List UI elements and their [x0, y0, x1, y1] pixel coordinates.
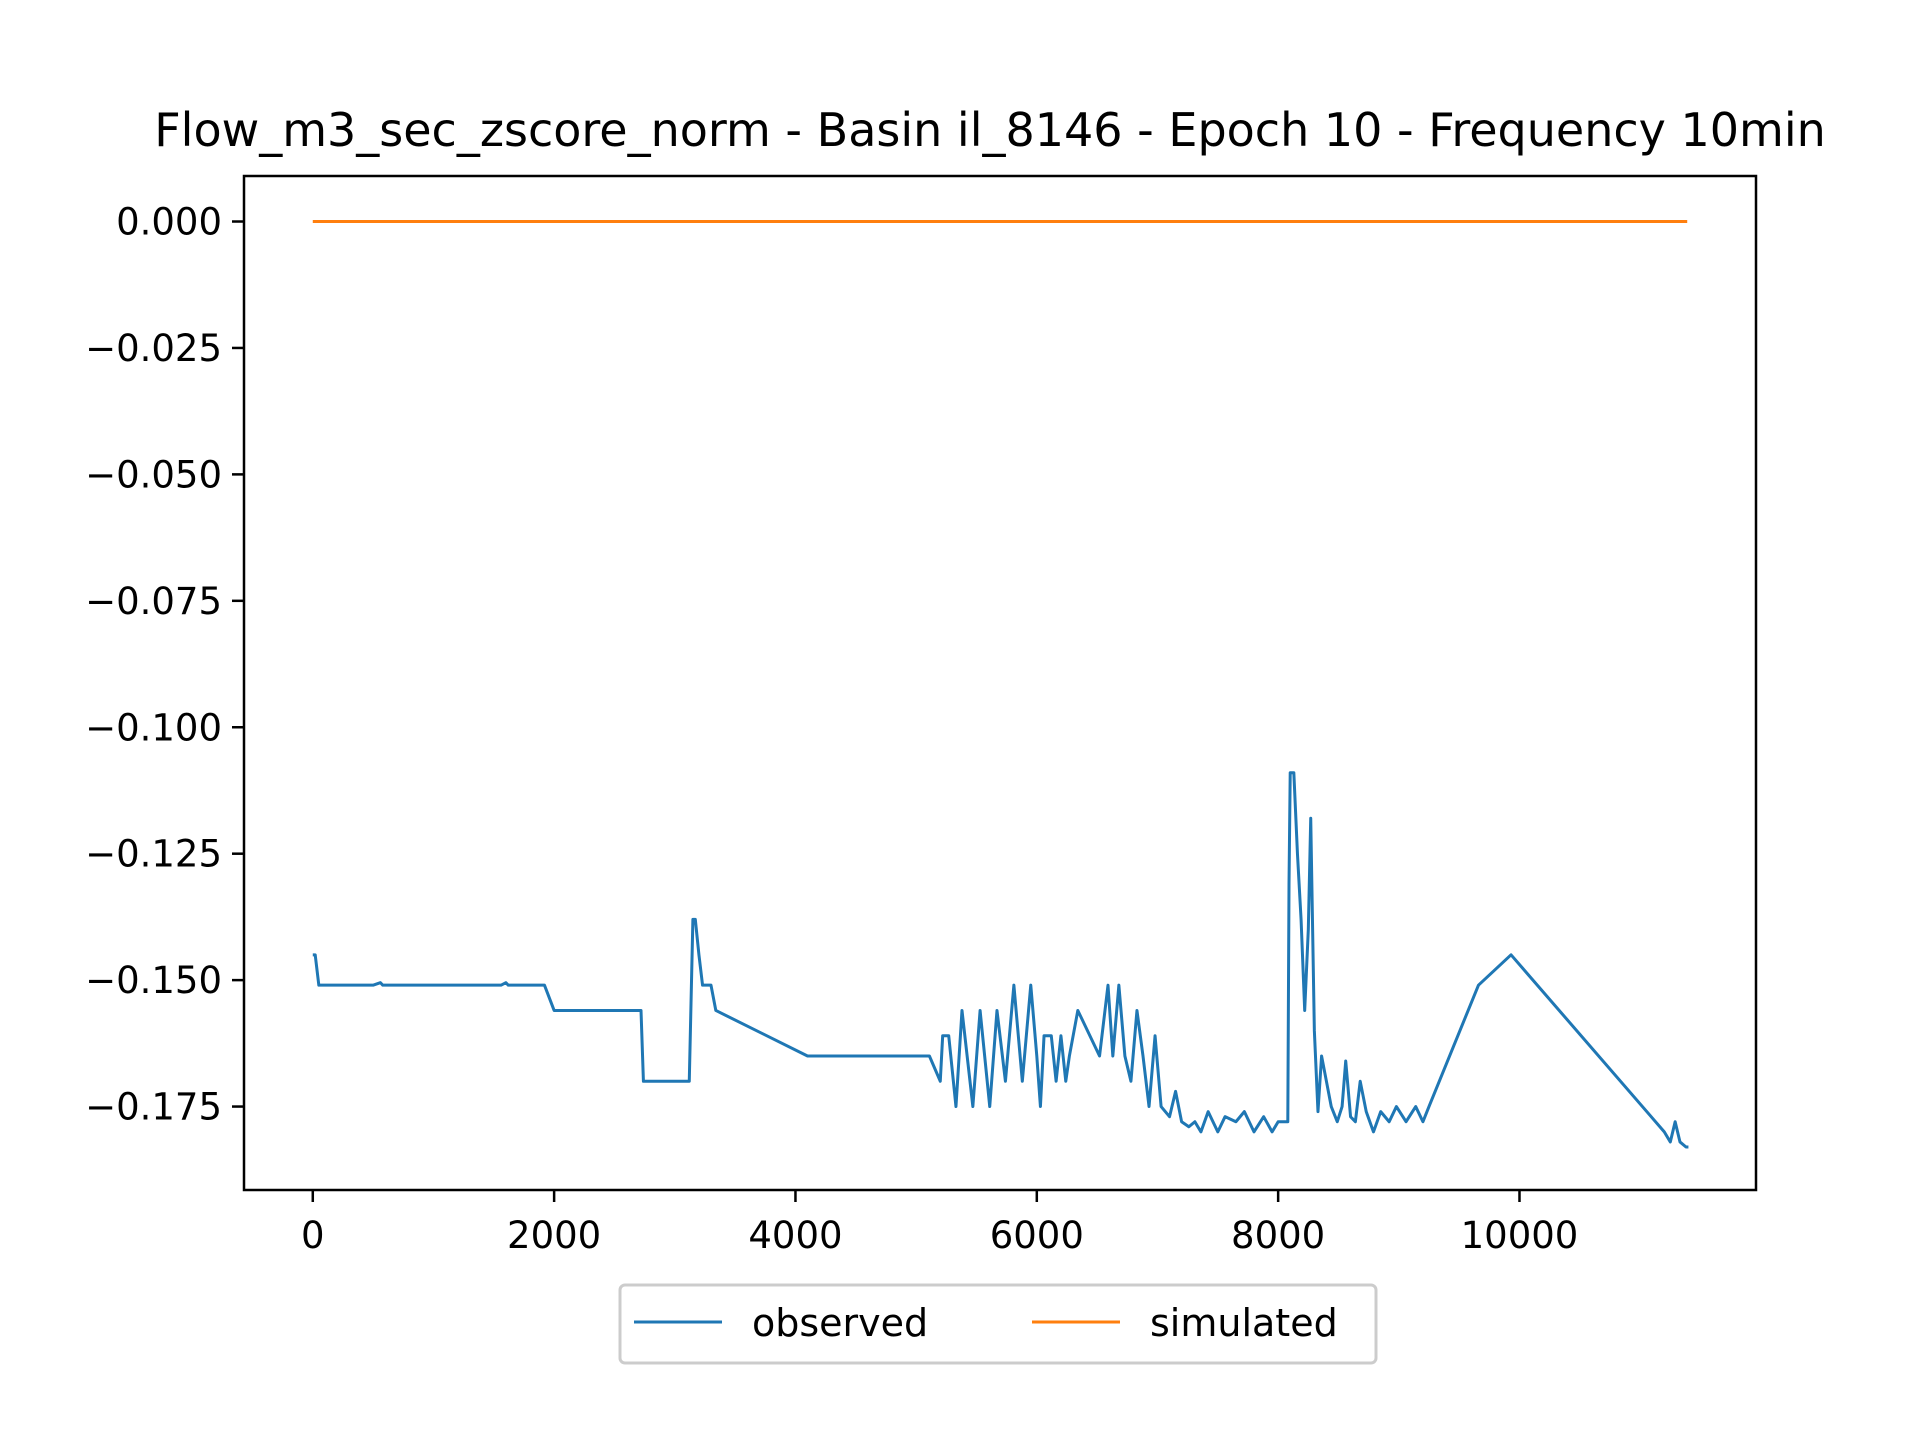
x-tick-label: 10000: [1461, 1214, 1579, 1257]
series-layer: [312, 220, 1689, 1149]
y-tick-label: −0.150: [85, 959, 222, 1002]
y-tick-label: −0.125: [85, 833, 222, 876]
y-tick-label: −0.025: [85, 327, 222, 370]
x-tick-label: 8000: [1231, 1214, 1325, 1257]
y-tick-label: −0.050: [85, 453, 222, 496]
x-tick-label: 4000: [748, 1214, 842, 1257]
y-tick-label: −0.075: [85, 580, 222, 623]
x-tick-label: 0: [301, 1214, 325, 1257]
y-tick-label: 0.000: [116, 201, 222, 244]
legend-label-simulated: simulated: [1150, 1301, 1338, 1345]
x-tick-label: 2000: [507, 1214, 601, 1257]
plot-frame: [242, 174, 1758, 1192]
y-tick-label: −0.100: [85, 706, 222, 749]
axes-layer: 0 2000 4000 6000 8000 10000 0.000 −0.025 −0.050 −…: [85, 174, 1758, 1257]
y-tick-label: −0.175: [85, 1086, 222, 1129]
legend-label-observed: observed: [752, 1301, 928, 1345]
chart-title: Flow_m3_sec_zscore_norm - Basin il_8146 …: [154, 103, 1826, 157]
series-line-observed: [312, 771, 1689, 1149]
legend-box: [618, 1283, 1378, 1365]
x-tick-label: 6000: [990, 1214, 1084, 1257]
legend: observed simulated: [618, 1283, 1378, 1365]
